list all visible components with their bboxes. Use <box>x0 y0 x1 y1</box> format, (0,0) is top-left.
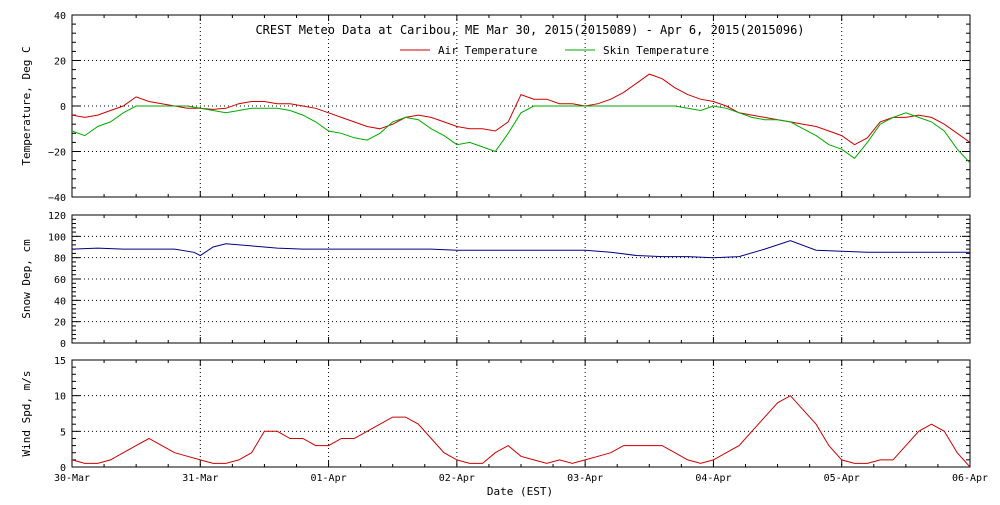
y-tick-label: −20 <box>48 148 66 159</box>
legend-label-skin: Skin Temperature <box>603 44 709 57</box>
y-tick-label: 0 <box>60 463 66 474</box>
x-tick-label: 31-Mar <box>182 473 218 484</box>
y-tick-label: 80 <box>54 254 66 265</box>
y-axis-title: Snow Dep, cm <box>20 239 33 319</box>
x-tick-label: 02-Apr <box>439 473 475 484</box>
x-tick-label: 06-Apr <box>952 473 988 484</box>
y-tick-label: 20 <box>54 318 66 329</box>
x-tick-label: 05-Apr <box>824 473 860 484</box>
x-tick-label: 30-Mar <box>54 473 90 484</box>
panel-frame <box>71 359 971 468</box>
panel-2: 120 100 80 60 40 20 0 Snow Dep, cm <box>20 211 971 350</box>
y-tick-label: 10 <box>54 392 66 403</box>
series-line-wind <box>72 395 970 467</box>
x-axis-title: Date (EST) <box>487 485 553 498</box>
legend-label-air: Air Temperature <box>438 44 537 57</box>
y-axis-title: Wind Spd, m/s <box>20 370 33 456</box>
y-tick-label: 40 <box>54 11 66 22</box>
y-tick-label: 120 <box>48 211 66 222</box>
x-tick-label: 03-Apr <box>567 473 603 484</box>
x-tick-label: 01-Apr <box>311 473 347 484</box>
y-axis-title: Temperature, Deg C <box>20 46 33 165</box>
y-tick-label: 15 <box>54 356 66 367</box>
chart-title: CREST Meteo Data at Caribou, ME Mar 30, … <box>255 23 804 37</box>
series-line-air <box>72 73 970 146</box>
y-tick-label: 0 <box>60 102 66 113</box>
y-tick-label: −40 <box>48 193 66 204</box>
y-tick-label: 20 <box>54 57 66 68</box>
y-tick-label: 100 <box>48 232 66 243</box>
y-tick-label: 60 <box>54 275 66 286</box>
panel-1: 40 20 0 −20 −40 Temperature, Deg C Air Tempera… <box>20 11 971 204</box>
y-tick-label: 5 <box>60 427 66 438</box>
y-tick-label: 40 <box>54 296 66 307</box>
x-tick-label: 04-Apr <box>695 473 731 484</box>
panel-3: 15 10 5 0 Wind Spd, m/s <box>20 356 971 474</box>
series-line-snow <box>72 240 970 259</box>
series-line-skin <box>72 105 970 164</box>
y-tick-label: 0 <box>60 339 66 350</box>
